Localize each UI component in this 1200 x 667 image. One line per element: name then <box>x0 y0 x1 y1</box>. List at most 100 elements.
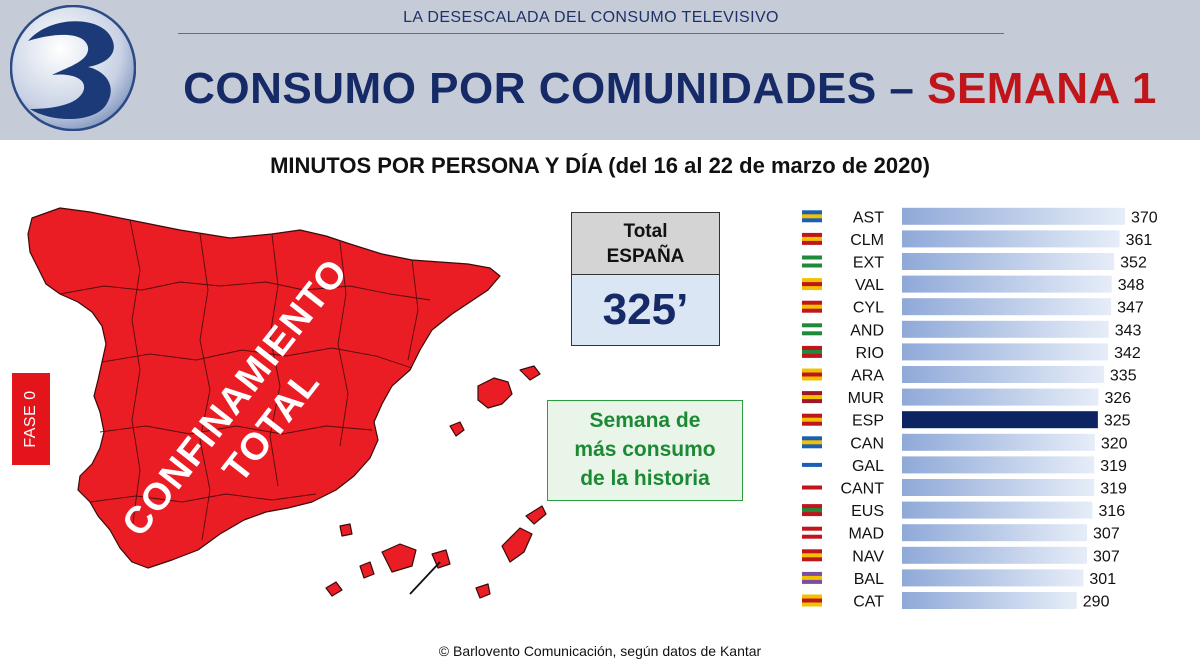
flag-euskadi-icon <box>802 504 822 517</box>
bar <box>902 230 1120 248</box>
flag-baleares-icon <box>802 571 822 584</box>
flag-andalucia-icon <box>802 323 822 336</box>
page-title: CONSUMO POR COMUNIDADES – SEMANA 1 <box>140 64 1200 114</box>
flag-madrid-icon <box>802 526 822 539</box>
total-value: 325’ <box>572 275 719 345</box>
mallorca-shape <box>477 377 513 409</box>
value-label: 326 <box>1104 390 1131 407</box>
value-label: 319 <box>1100 481 1127 498</box>
category-label: CAT <box>853 594 884 611</box>
canarias-4-shape <box>431 549 451 569</box>
category-label: AND <box>850 322 884 339</box>
flag-la-rioja-icon <box>802 345 822 358</box>
flag-cantabria-icon <box>802 481 822 494</box>
bar <box>902 479 1095 496</box>
bar <box>902 592 1077 609</box>
flag-cataluna-icon <box>802 594 822 607</box>
menorca-shape <box>519 365 541 381</box>
total-country: ESPAÑA <box>606 246 685 267</box>
category-label: BAL <box>854 571 884 588</box>
category-label: ESP <box>852 413 884 430</box>
flag-navarra-icon <box>802 549 822 562</box>
canarias-1-shape <box>325 581 343 597</box>
bar <box>902 207 1125 225</box>
spain-map-graphic: CONFINAMIENTO TOTAL <box>27 207 547 599</box>
top-rule <box>178 33 1004 34</box>
bar <box>902 569 1084 587</box>
value-label: 325 <box>1104 413 1131 430</box>
callout-line2: más consumo <box>574 438 716 461</box>
bar <box>902 366 1104 383</box>
category-label: CYL <box>853 300 884 317</box>
value-label: 348 <box>1118 277 1145 294</box>
ceuta-shape <box>339 523 353 537</box>
category-label: EUS <box>851 503 884 520</box>
bar <box>902 388 1099 406</box>
value-label: 352 <box>1120 255 1147 272</box>
canarias-7-shape <box>525 505 547 525</box>
callout-line3: de la historia <box>580 467 710 490</box>
value-label: 307 <box>1093 526 1120 543</box>
bar <box>902 433 1095 451</box>
value-label: 301 <box>1089 571 1116 588</box>
bar <box>902 253 1115 270</box>
flag-espana-icon <box>802 413 822 426</box>
flag-castilla-y-leon-icon <box>802 300 822 313</box>
category-label: NAV <box>852 548 884 565</box>
category-label: RIO <box>856 345 884 362</box>
canarias-separator <box>409 561 441 595</box>
flag-valencia-icon <box>802 278 822 291</box>
flag-asturias-icon <box>802 210 822 223</box>
value-label: 316 <box>1098 503 1125 520</box>
bar <box>902 320 1109 338</box>
bar <box>902 298 1112 316</box>
bar-chart: AST 370 CLM 361 EXT 352 VAL 348 CYL 347 AND 343 RIO 3… <box>790 205 1180 615</box>
category-label: CANT <box>840 481 884 498</box>
province-borders <box>59 219 431 541</box>
flag-aragon-icon <box>802 368 822 381</box>
canarias-3-shape <box>381 543 417 573</box>
value-label: 320 <box>1101 435 1128 452</box>
flag-extremadura-icon <box>802 255 822 268</box>
category-label: ARA <box>851 368 884 385</box>
bar <box>902 546 1088 564</box>
bar <box>902 343 1109 361</box>
category-label: AST <box>853 209 884 226</box>
value-label: 319 <box>1100 458 1127 475</box>
spain-map: CONFINAMIENTO TOTAL <box>20 190 550 610</box>
bar-chart-svg: AST 370 CLM 361 EXT 352 VAL 348 CYL 347 AND 343 RIO 3… <box>802 207 1158 611</box>
barlovento-logo <box>10 5 136 131</box>
callout-line1: Semana de <box>589 409 701 432</box>
record-callout: Semana de más consumo de la historia <box>547 400 743 501</box>
value-label: 370 <box>1131 209 1158 226</box>
category-label: MAD <box>848 526 884 543</box>
flag-castilla-la-mancha-icon <box>802 232 822 245</box>
value-label: 343 <box>1115 322 1142 339</box>
title-main: CONSUMO POR COMUNIDADES – <box>183 64 928 113</box>
bar <box>902 524 1088 542</box>
fase-label: FASE 0 <box>22 390 39 448</box>
category-label: CLM <box>850 232 884 249</box>
value-label: 335 <box>1110 368 1137 385</box>
flag-murcia-icon <box>802 391 822 404</box>
category-label: GAL <box>852 458 884 475</box>
total-box: Total ESPAÑA 325’ <box>571 212 720 346</box>
top-subtitle: LA DESESCALADA DEL CONSUMO TELEVISIVO <box>403 9 779 26</box>
bar <box>902 501 1093 519</box>
value-label: 290 <box>1083 594 1110 611</box>
total-label: Total <box>623 221 668 242</box>
footer-credit: © Barlovento Comunicación, según datos d… <box>438 643 762 659</box>
bar <box>902 275 1112 293</box>
chart-subtitle: MINUTOS POR PERSONA Y DÍA (del 16 al 22 … <box>270 153 930 178</box>
bar-highlight <box>902 411 1098 429</box>
header-band: LA DESESCALADA DEL CONSUMO TELEVISIVO CO… <box>0 0 1200 140</box>
value-label: 307 <box>1093 548 1120 565</box>
flag-canarias-icon <box>802 436 822 449</box>
fase-badge: FASE 0 <box>12 373 50 465</box>
total-header: Total ESPAÑA <box>572 213 719 275</box>
title-accent: SEMANA 1 <box>927 64 1157 113</box>
category-label: EXT <box>853 255 884 272</box>
category-label: MUR <box>848 390 884 407</box>
category-label: VAL <box>855 277 884 294</box>
category-label: CAN <box>850 435 884 452</box>
